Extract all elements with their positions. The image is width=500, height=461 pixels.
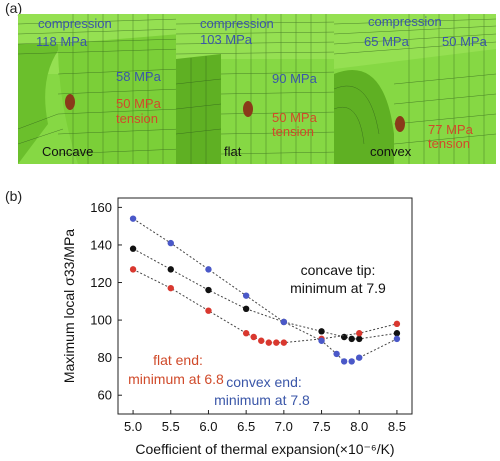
series-convex-point xyxy=(348,358,355,365)
series-convex-point xyxy=(393,335,401,343)
series-convex-point xyxy=(167,239,174,247)
compression-value-2: 90 MPa xyxy=(272,71,317,86)
series-convex-point xyxy=(356,354,363,361)
panel-a-label: (a) xyxy=(5,0,23,16)
compression-value-2: 58 MPa xyxy=(116,69,161,84)
y-tick-label: 80 xyxy=(98,350,112,365)
annotation-concave-line-2: minimum at 7.9 xyxy=(290,280,386,296)
series-flat-point xyxy=(273,339,280,346)
series-convex-point xyxy=(340,358,348,365)
x-tick-label: 7.0 xyxy=(275,419,293,434)
series-concave-line xyxy=(132,248,397,340)
shape-label-concave: Concave xyxy=(42,144,94,159)
compression-value-1: 65 MPa xyxy=(364,34,409,49)
series-concave-point xyxy=(356,335,363,343)
chart-series xyxy=(129,215,401,365)
shape-label-convex: convex xyxy=(370,144,412,159)
x-tick-label: 8.0 xyxy=(350,419,368,434)
series-flat-point xyxy=(242,330,250,337)
annotation-convex-line-2: minimum at 7.8 xyxy=(214,392,310,408)
series-flat-point xyxy=(129,266,137,273)
series-flat-point xyxy=(393,320,401,328)
series-convex-point xyxy=(318,337,325,344)
series-convex-point xyxy=(129,215,137,222)
series-concave-point xyxy=(205,286,212,294)
series-concave-point xyxy=(167,266,174,273)
x-tick-label: 8.5 xyxy=(388,419,406,434)
annotation-concave-line-1: concave tip: xyxy=(301,262,376,278)
x-tick-label: 5.5 xyxy=(162,419,180,434)
tension-label: tension xyxy=(272,124,314,139)
series-concave-point xyxy=(318,328,325,335)
series-flat-line xyxy=(132,268,398,344)
series-flat-point xyxy=(205,307,212,314)
series-flat-point xyxy=(265,339,272,346)
mesh-concave-graphic xyxy=(18,14,180,164)
series-convex-point xyxy=(242,292,250,299)
series-flat-point xyxy=(258,337,265,344)
x-tick-label: 7.5 xyxy=(312,419,330,434)
fem-image-flat: compression 103 MPa 90 MPa 50 MPa tensio… xyxy=(176,14,338,164)
fem-image-concave: compression 118 MPa 58 MPa 50 MPa tensio… xyxy=(18,14,180,164)
x-axis-label: Coefficient of thermal expansion(×10⁻⁶/K… xyxy=(135,441,394,457)
shape-label-flat: flat xyxy=(224,144,242,159)
y-tick-label: 100 xyxy=(90,313,112,328)
x-tick-label: 6.0 xyxy=(199,419,217,434)
annotation-flat-line-1: flat end: xyxy=(153,352,203,368)
x-tick-label: 6.5 xyxy=(237,419,255,434)
series-convex-point xyxy=(280,318,288,326)
y-tick-label: 120 xyxy=(90,275,112,290)
y-tick-label: 60 xyxy=(98,388,112,403)
compression-value-1: 103 MPa xyxy=(200,32,253,47)
panel-b-label: (b) xyxy=(5,188,23,204)
x-tick-label: 5.0 xyxy=(124,419,142,434)
y-axis-label: Maximum local σ33/MPa xyxy=(61,229,77,383)
compression-label: compression xyxy=(38,16,112,31)
series-flat-point xyxy=(167,284,174,292)
series-flat-point xyxy=(250,333,257,341)
annotation-flat-line-2: minimum at 6.8 xyxy=(128,371,224,387)
tension-label: tension xyxy=(428,136,470,151)
series-convex-point xyxy=(333,350,340,358)
series-convex-point xyxy=(205,266,212,273)
y-tick-label: 160 xyxy=(90,200,112,215)
tension-label: tension xyxy=(116,111,158,126)
compression-value-1: 118 MPa xyxy=(36,34,88,49)
series-concave-point xyxy=(242,305,250,313)
series-concave-point xyxy=(129,245,137,252)
annotation-convex-line-1: convex end: xyxy=(226,374,302,390)
mesh-flat-graphic xyxy=(176,14,338,164)
mesh-convex-graphic xyxy=(334,14,496,164)
tension-value: 50 MPa xyxy=(272,110,317,125)
series-concave-point xyxy=(348,335,355,343)
tension-value: 77 MPa xyxy=(428,122,473,137)
plot-frame xyxy=(117,197,413,415)
axis-ticks: 5.0 5.5 6.0 6.5 7.0 7.5 8.0 8.5 60 80 100 120 140 160 xyxy=(90,200,406,434)
y-tick-label: 140 xyxy=(90,237,112,252)
tension-value: 50 MPa xyxy=(116,96,161,111)
line-chart: 5.0 5.5 6.0 6.5 7.0 7.5 8.0 8.5 60 80 100 120 140 160… xyxy=(61,197,413,457)
compression-value-2: 50 MPa xyxy=(442,34,487,49)
fem-image-convex: compression 65 MPa 50 MPa 77 MPa tension… xyxy=(334,14,496,164)
compression-label: compression xyxy=(200,16,274,31)
compression-label: compression xyxy=(368,14,442,29)
series-flat-point xyxy=(280,339,288,346)
series-concave-point xyxy=(393,330,401,337)
series-flat-point xyxy=(356,330,363,337)
